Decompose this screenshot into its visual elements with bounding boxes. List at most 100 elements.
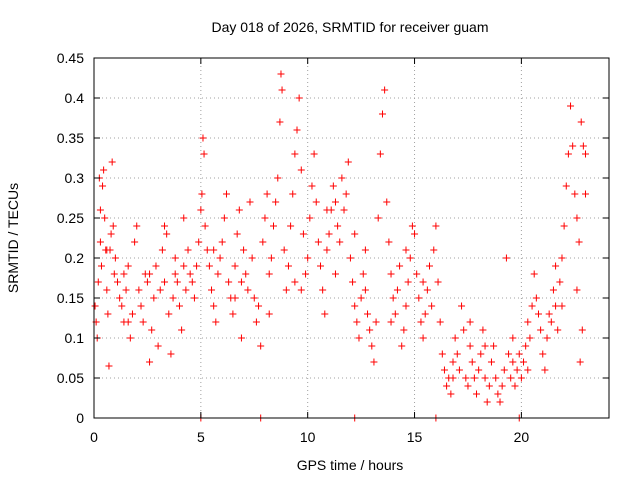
axis-ticks: [93, 57, 609, 419]
data-point: [242, 270, 250, 278]
data-point: [94, 278, 102, 286]
data-point: [210, 246, 218, 254]
data-point: [470, 374, 478, 382]
data-point: [404, 278, 412, 286]
data-point: [438, 350, 446, 358]
data-point: [135, 286, 143, 294]
data-point: [468, 358, 476, 366]
data-point: [246, 198, 254, 206]
data-point: [567, 102, 575, 110]
data-point: [581, 150, 589, 158]
data-point: [417, 318, 425, 326]
data-point: [524, 366, 532, 374]
data-point: [558, 254, 566, 262]
data-point: [193, 262, 201, 270]
data-point: [270, 222, 278, 230]
y-tick-label: 0.05: [57, 370, 84, 386]
y-tick-label: 0.4: [65, 90, 85, 106]
x-tick-label: 5: [197, 429, 205, 445]
data-point: [515, 350, 523, 358]
data-point: [402, 246, 410, 254]
data-point: [265, 270, 273, 278]
data-point: [340, 206, 348, 214]
data-point: [122, 286, 130, 294]
data-point: [552, 302, 560, 310]
data-point: [323, 246, 331, 254]
data-point: [464, 382, 472, 390]
data-point: [487, 358, 495, 366]
data-point: [575, 238, 583, 246]
data-point: [105, 362, 113, 370]
data-point: [359, 270, 367, 278]
data-point: [374, 214, 382, 222]
data-point: [325, 230, 333, 238]
data-point: [329, 182, 337, 190]
data-point: [231, 262, 239, 270]
data-point: [137, 302, 145, 310]
data-point: [389, 294, 397, 302]
data-point: [110, 270, 118, 278]
data-point: [116, 294, 124, 302]
data-point: [182, 286, 190, 294]
data-point: [455, 366, 463, 374]
data-point: [571, 190, 579, 198]
data-point: [383, 198, 391, 206]
data-point: [355, 334, 363, 342]
data-point: [235, 206, 243, 214]
data-point: [331, 270, 339, 278]
y-tick-label: 0: [76, 410, 84, 426]
data-point: [419, 334, 427, 342]
data-point: [257, 342, 265, 350]
data-point: [100, 166, 108, 174]
y-tick-label: 0.1: [65, 330, 85, 346]
data-point: [287, 222, 295, 230]
data-point: [131, 238, 139, 246]
data-point: [156, 286, 164, 294]
data-point: [199, 134, 207, 142]
data-point: [419, 278, 427, 286]
data-point: [214, 270, 222, 278]
data-point: [295, 94, 303, 102]
y-tick-label: 0.25: [57, 210, 84, 226]
data-point: [511, 382, 519, 390]
data-point: [502, 254, 510, 262]
data-point: [342, 190, 350, 198]
data-point: [391, 310, 399, 318]
data-point: [370, 358, 378, 366]
data-point: [346, 254, 354, 262]
data-point: [237, 278, 245, 286]
data-point: [198, 190, 206, 198]
data-point: [299, 230, 307, 238]
data-point: [180, 262, 188, 270]
data-point: [492, 374, 500, 382]
data-point: [173, 278, 181, 286]
data-point: [396, 262, 404, 270]
x-axis-label: GPS time / hours: [297, 457, 404, 473]
data-point: [562, 182, 570, 190]
data-point: [178, 326, 186, 334]
y-tick-label: 0.45: [57, 50, 84, 66]
data-point: [541, 366, 549, 374]
data-point: [530, 270, 538, 278]
data-point: [413, 270, 421, 278]
data-point: [314, 238, 322, 246]
data-point: [161, 222, 169, 230]
data-point: [171, 254, 179, 262]
x-tick-label: 15: [407, 429, 423, 445]
data-point: [208, 286, 216, 294]
data-point: [537, 326, 545, 334]
data-point: [154, 342, 162, 350]
data-point: [158, 246, 166, 254]
x-tick-label: 0: [90, 429, 98, 445]
data-point: [400, 326, 408, 334]
data-point: [428, 302, 436, 310]
data-point: [406, 254, 414, 262]
data-point: [579, 142, 587, 150]
data-point: [338, 174, 346, 182]
data-point: [111, 254, 119, 262]
data-point: [449, 358, 457, 366]
data-point: [263, 190, 271, 198]
data-point: [280, 246, 288, 254]
data-point: [276, 118, 284, 126]
data-point: [385, 238, 393, 246]
